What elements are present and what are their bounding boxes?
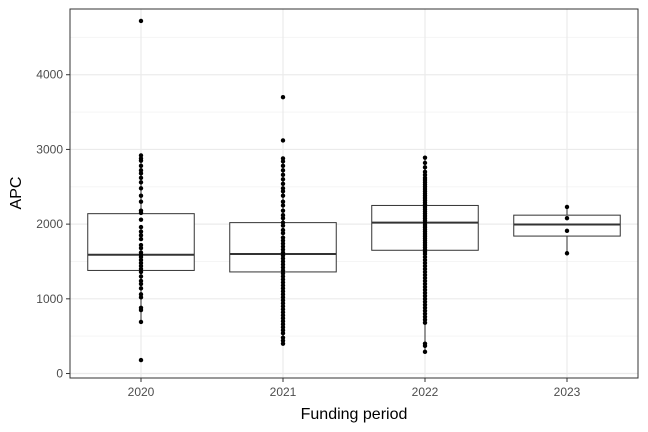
points-2021 [280,94,286,346]
points-layer [138,18,570,363]
data-point [280,172,286,178]
box-2023 [513,206,621,254]
data-point [138,229,144,234]
x-axis: 2020 2021 2022 2023 [128,378,581,399]
data-point [138,319,144,325]
data-point [138,163,144,169]
data-point [280,193,286,198]
data-point [280,199,286,204]
x-tick-label: 2021 [270,385,297,399]
panel-border [69,8,639,379]
data-point [280,230,286,236]
y-tick-label: 0 [56,367,63,381]
points-2023 [564,204,570,256]
data-point [280,163,286,169]
data-point [138,233,144,238]
data-point [422,155,428,160]
data-point [422,165,428,170]
y-tick-label: 3000 [36,142,63,156]
data-point [138,210,144,216]
data-point [138,224,144,230]
data-point [280,208,286,213]
data-point [422,343,428,349]
y-tick-label: 2000 [36,217,63,231]
points-2020 [138,18,144,363]
y-axis-title: APC [8,177,25,210]
data-point [138,307,144,313]
data-point [138,180,144,185]
y-tick-label: 1000 [36,292,63,306]
data-point [280,341,286,346]
data-point [138,171,144,176]
data-point [280,138,286,143]
data-point [138,236,144,242]
data-point [280,159,286,164]
data-point [138,175,144,181]
data-point [564,228,570,234]
data-point [138,158,144,163]
data-point [138,274,144,279]
data-point [422,320,428,325]
data-point [280,330,286,336]
data-point [138,269,144,275]
data-point [280,168,286,173]
data-point [280,177,286,182]
data-point [280,189,286,194]
x-tick-label: 2023 [554,385,581,399]
points-2022 [422,155,428,355]
data-point [138,357,144,363]
x-tick-label: 2020 [128,385,155,399]
y-axis: 0 1000 2000 3000 4000 [36,68,70,381]
data-point [138,199,144,204]
data-point [280,215,286,221]
data-point [138,281,144,287]
data-point [422,349,428,355]
data-point [280,223,286,228]
data-point [564,204,570,210]
box-iqr [513,214,621,237]
x-tick-label: 2022 [412,385,439,399]
data-point [564,215,570,221]
data-point [138,186,144,191]
data-point [280,94,286,100]
data-point [564,251,570,256]
data-point [138,18,144,24]
data-point [138,295,144,300]
x-axis-title: Funding period [301,406,408,423]
y-tick-label: 4000 [36,68,63,82]
data-point [138,217,144,222]
data-point [422,160,428,166]
data-point [138,286,144,291]
data-point [280,181,286,186]
data-point [280,203,286,208]
data-point [138,245,144,251]
data-point [138,193,144,198]
